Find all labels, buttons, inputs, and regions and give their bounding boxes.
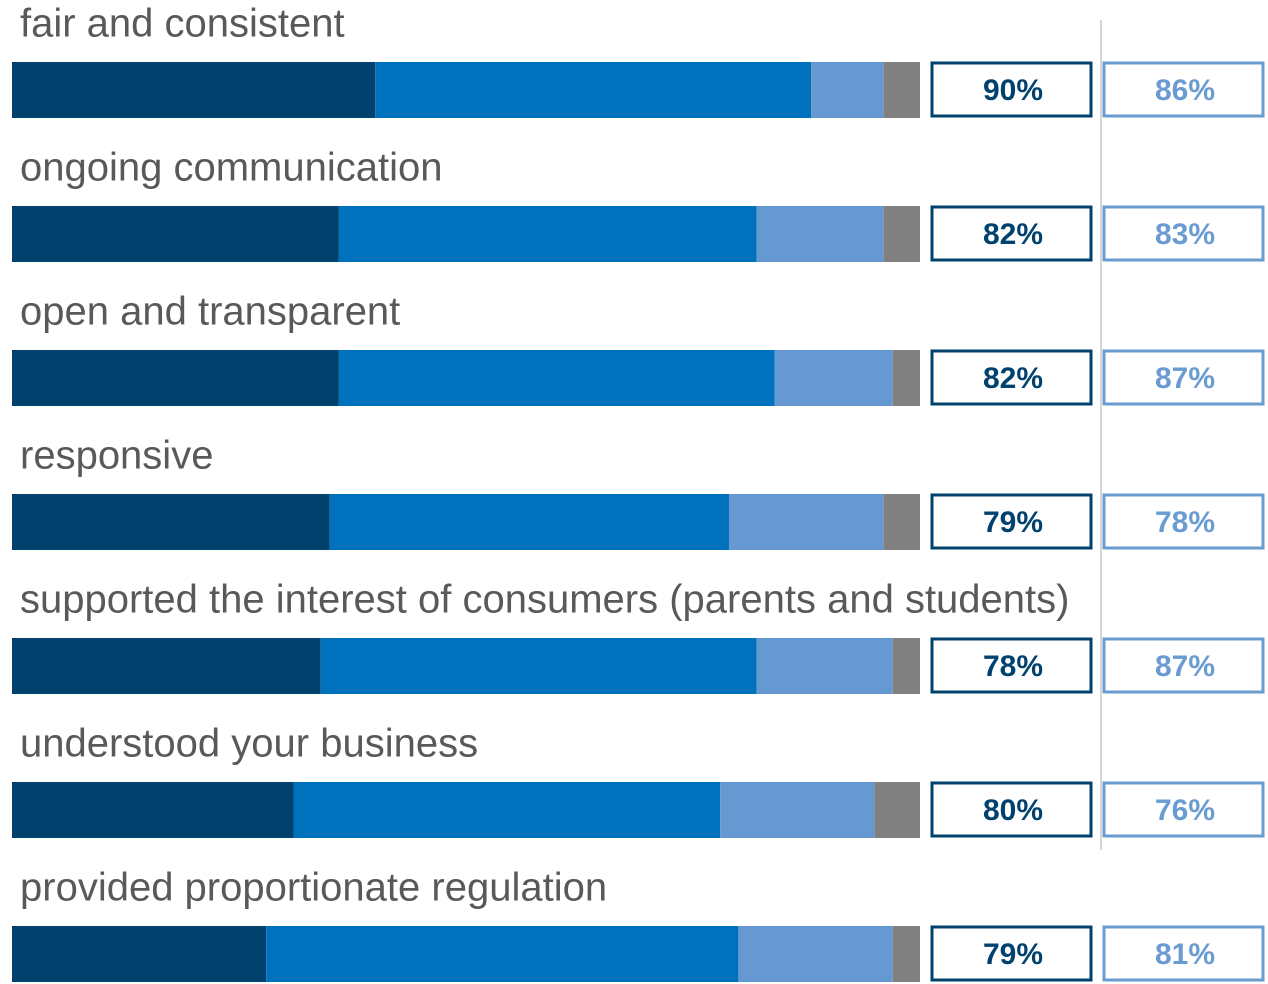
value-box	[930, 493, 1093, 550]
category-label: understood your business	[20, 722, 478, 766]
bar-segment	[729, 494, 884, 550]
bar-segment	[738, 926, 893, 982]
category-label: open and transparent	[20, 290, 400, 334]
bar-segment	[12, 350, 339, 406]
bar-segment	[12, 62, 376, 118]
value-box	[930, 61, 1093, 118]
category-label: provided proportionate regulation	[20, 866, 607, 910]
value-box	[930, 781, 1093, 838]
bar-segment	[12, 494, 330, 550]
value-label: 78%	[1155, 506, 1215, 539]
category-label: ongoing communication	[20, 146, 442, 190]
bar-segment	[892, 350, 920, 406]
bar-segment	[892, 926, 920, 982]
value-label: 78%	[983, 650, 1043, 683]
value-box	[1102, 637, 1265, 694]
bar-segment	[293, 782, 721, 838]
value-label: 79%	[983, 506, 1043, 539]
bar-segment	[774, 350, 893, 406]
bar-segment	[12, 782, 294, 838]
value-box	[930, 205, 1093, 262]
category-label: responsive	[20, 434, 213, 478]
value-label: 83%	[1155, 218, 1215, 251]
bar-segment	[874, 782, 920, 838]
bar-segment	[883, 206, 920, 262]
bar-segment	[12, 926, 267, 982]
bar-segment	[329, 494, 730, 550]
value-label: 81%	[1155, 938, 1215, 971]
bar-segment	[811, 62, 884, 118]
value-box	[930, 637, 1093, 694]
value-label: 86%	[1155, 74, 1215, 107]
value-label: 82%	[983, 218, 1043, 251]
bar-segment	[892, 638, 920, 694]
bar-segment	[883, 62, 920, 118]
category-label: fair and consistent	[20, 2, 345, 46]
bar-segment	[756, 638, 893, 694]
value-label: 76%	[1155, 794, 1215, 827]
bar-segment	[756, 206, 884, 262]
bar-segment	[338, 350, 775, 406]
bar-segment	[883, 494, 920, 550]
bar-segment	[320, 638, 757, 694]
bar-segment	[720, 782, 875, 838]
category-label: supported the interest of consumers (par…	[20, 578, 1069, 622]
value-label: 87%	[1155, 362, 1215, 395]
value-box	[1102, 61, 1265, 118]
value-box	[1102, 781, 1265, 838]
value-label: 87%	[1155, 650, 1215, 683]
value-box	[930, 925, 1093, 982]
bar-segment	[266, 926, 739, 982]
bar-segment	[375, 62, 812, 118]
value-label: 79%	[983, 938, 1043, 971]
value-box	[1102, 349, 1265, 406]
bar-segment	[12, 206, 339, 262]
bar-segment	[338, 206, 757, 262]
value-box	[930, 349, 1093, 406]
value-label: 90%	[983, 74, 1043, 107]
bar-segment	[12, 638, 321, 694]
value-box	[1102, 205, 1265, 262]
value-label: 82%	[983, 362, 1043, 395]
value-box	[1102, 925, 1265, 982]
value-box	[1102, 493, 1265, 550]
value-label: 80%	[983, 794, 1043, 827]
